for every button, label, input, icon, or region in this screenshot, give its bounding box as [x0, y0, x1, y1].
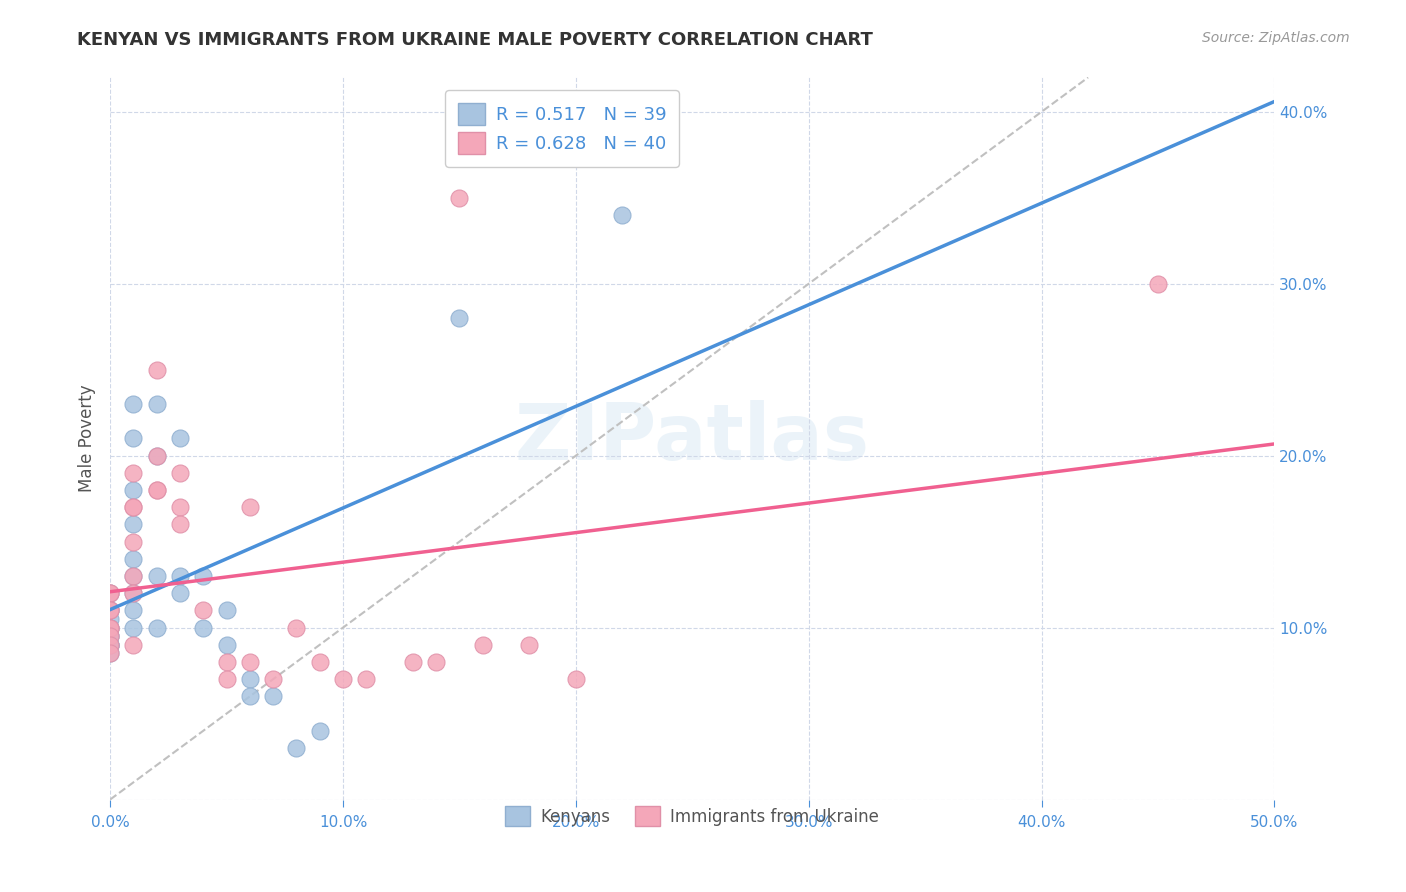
- Legend: Kenyans, Immigrants from Ukraine: Kenyans, Immigrants from Ukraine: [496, 797, 887, 835]
- Point: [122, 586, 145, 600]
- Point: [193, 621, 215, 635]
- Text: KENYAN VS IMMIGRANTS FROM UKRAINE MALE POVERTY CORRELATION CHART: KENYAN VS IMMIGRANTS FROM UKRAINE MALE P…: [77, 31, 873, 49]
- Point: [145, 569, 167, 583]
- Point: [98, 621, 121, 635]
- Point: [449, 311, 471, 326]
- Point: [98, 603, 121, 617]
- Point: [285, 621, 308, 635]
- Point: [169, 432, 191, 446]
- Point: [98, 646, 121, 660]
- Point: [122, 638, 145, 652]
- Point: [122, 603, 145, 617]
- Point: [425, 655, 447, 669]
- Point: [98, 621, 121, 635]
- Point: [122, 517, 145, 532]
- Point: [98, 586, 121, 600]
- Point: [122, 569, 145, 583]
- Point: [98, 646, 121, 660]
- Point: [356, 672, 378, 686]
- Point: [449, 191, 471, 205]
- Point: [98, 621, 121, 635]
- Point: [98, 603, 121, 617]
- Point: [122, 466, 145, 480]
- Point: [239, 500, 262, 515]
- Point: [122, 621, 145, 635]
- Point: [122, 569, 145, 583]
- Point: [308, 723, 330, 738]
- Point: [98, 586, 121, 600]
- Point: [239, 672, 262, 686]
- Point: [517, 638, 540, 652]
- Point: [122, 432, 145, 446]
- Point: [262, 690, 284, 704]
- Point: [193, 569, 215, 583]
- Y-axis label: Male Poverty: Male Poverty: [79, 384, 96, 492]
- Point: [169, 517, 191, 532]
- Point: [285, 741, 308, 756]
- Point: [145, 449, 167, 463]
- Point: [122, 397, 145, 411]
- Point: [215, 638, 238, 652]
- Point: [98, 586, 121, 600]
- Point: [98, 638, 121, 652]
- Point: [98, 629, 121, 643]
- Point: [262, 672, 284, 686]
- Point: [145, 483, 167, 497]
- Point: [98, 629, 121, 643]
- Point: [122, 483, 145, 497]
- Point: [122, 586, 145, 600]
- Point: [122, 551, 145, 566]
- Point: [98, 638, 121, 652]
- Point: [98, 603, 121, 617]
- Point: [565, 672, 588, 686]
- Point: [193, 603, 215, 617]
- Point: [239, 655, 262, 669]
- Point: [98, 638, 121, 652]
- Point: [308, 655, 330, 669]
- Point: [169, 466, 191, 480]
- Point: [98, 629, 121, 643]
- Point: [145, 397, 167, 411]
- Point: [122, 500, 145, 515]
- Point: [215, 655, 238, 669]
- Point: [145, 621, 167, 635]
- Point: [98, 621, 121, 635]
- Point: [332, 672, 354, 686]
- Point: [612, 208, 634, 222]
- Point: [215, 672, 238, 686]
- Point: [169, 500, 191, 515]
- Point: [122, 500, 145, 515]
- Point: [122, 534, 145, 549]
- Point: [215, 603, 238, 617]
- Point: [169, 586, 191, 600]
- Point: [169, 569, 191, 583]
- Point: [145, 449, 167, 463]
- Text: ZIPatlas: ZIPatlas: [515, 401, 870, 476]
- Point: [98, 638, 121, 652]
- Point: [239, 690, 262, 704]
- Point: [1147, 277, 1170, 291]
- Text: Source: ZipAtlas.com: Source: ZipAtlas.com: [1202, 31, 1350, 45]
- Point: [145, 362, 167, 376]
- Point: [98, 603, 121, 617]
- Point: [471, 638, 494, 652]
- Point: [98, 612, 121, 626]
- Point: [145, 483, 167, 497]
- Point: [402, 655, 425, 669]
